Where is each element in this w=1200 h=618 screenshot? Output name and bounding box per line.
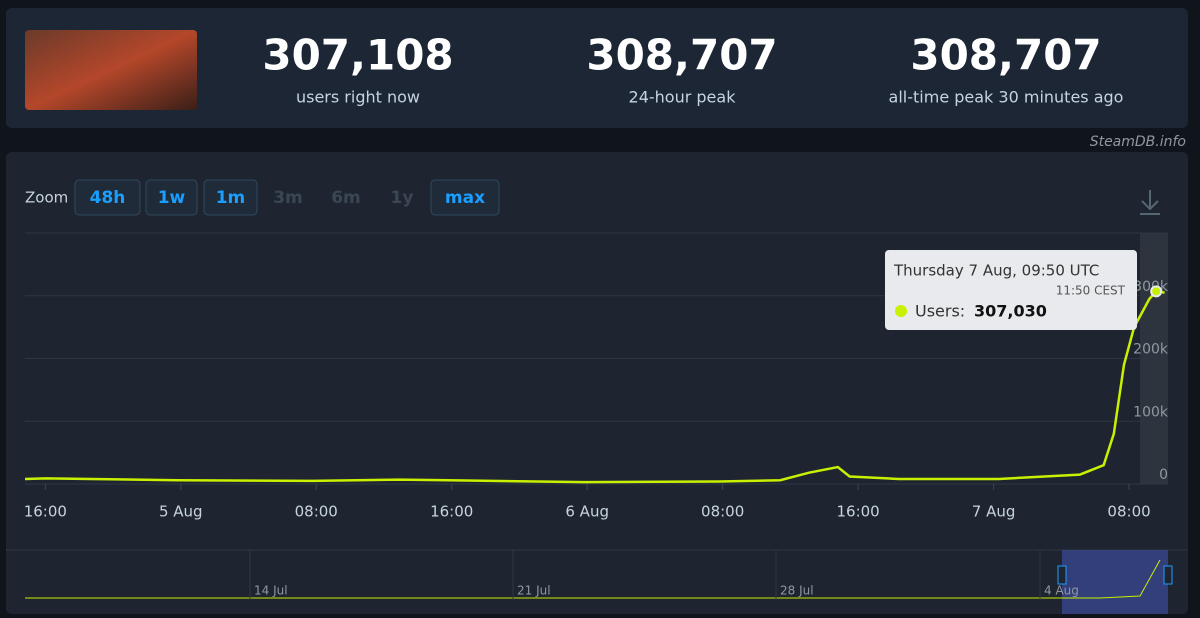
y-tick-label: 0: [1159, 467, 1168, 483]
hover-point: [1150, 285, 1163, 298]
navigator-label: 21 Jul: [517, 584, 551, 598]
zoom-button-label[interactable]: 1w: [158, 188, 186, 208]
tooltip-local: 11:50 CEST: [1056, 284, 1126, 298]
zoom-button-label: 1y: [391, 188, 414, 208]
navigator-label: 4 Aug: [1044, 584, 1079, 598]
x-tick-label: 6 Aug: [565, 503, 609, 521]
tooltip-series: Users:: [915, 302, 965, 321]
zoom-button[interactable]: [74, 179, 141, 216]
zoom-button[interactable]: [203, 179, 258, 216]
zoom-button-label[interactable]: 48h: [90, 188, 126, 208]
source[interactable]: SteamDB.info: [1090, 134, 1186, 150]
zoom-button[interactable]: [145, 179, 198, 216]
stat-value: 308,707: [586, 31, 777, 80]
chart-panel: [6, 152, 1188, 614]
stat-label: all-time peak 30 minutes ago: [889, 88, 1124, 107]
x-tick-label: 08:00: [701, 503, 744, 521]
navigator-label: 28 Jul: [780, 584, 814, 598]
x-tick-label: 7 Aug: [972, 503, 1016, 521]
stat-value: 308,707: [910, 31, 1101, 80]
x-tick-label: 08:00: [1107, 503, 1150, 521]
stat-label: users right now: [296, 88, 420, 107]
navigator-label: 14 Jul: [254, 584, 288, 598]
stat-value: 307,108: [262, 31, 453, 80]
zoom-button-label: 6m: [331, 188, 361, 208]
zoom-button-label: 3m: [273, 188, 303, 208]
navigator-selection[interactable]: [1062, 550, 1168, 614]
series-line: [24, 290, 1165, 484]
zoom-label: Zoom: [25, 189, 68, 207]
x-tick-label: 16:00: [837, 503, 880, 521]
tooltip-value: 307,030: [974, 302, 1047, 321]
y-tick-label: 200k: [1133, 342, 1169, 358]
navigator-handle[interactable]: [1057, 565, 1067, 585]
game-thumbnail[interactable]: [25, 30, 197, 110]
y-tick-label: 100k: [1133, 404, 1169, 420]
zoom-button[interactable]: [430, 179, 500, 216]
x-tick-label: 5 Aug: [159, 503, 203, 521]
navigator-line: [25, 559, 1161, 599]
zoom-button-label[interactable]: 1m: [216, 188, 246, 208]
stats-panel: [6, 8, 1188, 128]
x-tick-label: 16:00: [430, 503, 473, 521]
navigator-handle[interactable]: [1163, 565, 1173, 585]
zoom-button-label[interactable]: max: [445, 188, 485, 208]
x-tick-label: 16:00: [24, 503, 67, 521]
x-tick-label: 08:00: [295, 503, 338, 521]
stat-label: 24-hour peak: [629, 88, 737, 107]
tooltip-marker: [895, 305, 907, 317]
tooltip: [885, 250, 1137, 330]
download-icon[interactable]: [1140, 190, 1160, 215]
tooltip-date: Thursday 7 Aug, 09:50 UTC: [893, 262, 1099, 280]
